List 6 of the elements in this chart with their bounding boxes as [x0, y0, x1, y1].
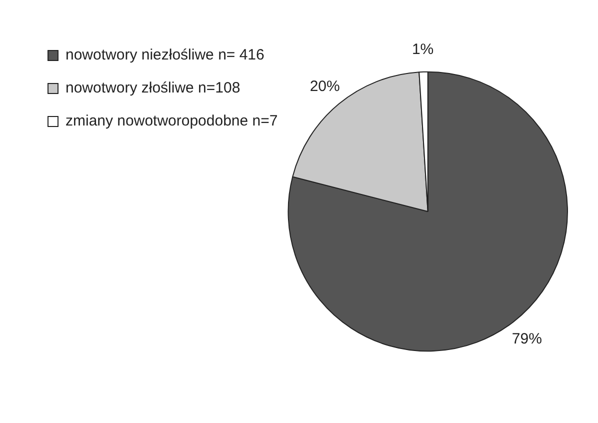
data-label: 1%: [412, 41, 434, 58]
legend-label: zmiany nowotworopodobne n=7: [66, 112, 278, 130]
data-label: 79%: [512, 330, 542, 348]
legend-label: nowotwory złośliwe n=108: [66, 80, 240, 97]
legend-label: nowotwory niezłośliwe n= 416: [66, 46, 264, 64]
data-label: 20%: [310, 78, 340, 96]
